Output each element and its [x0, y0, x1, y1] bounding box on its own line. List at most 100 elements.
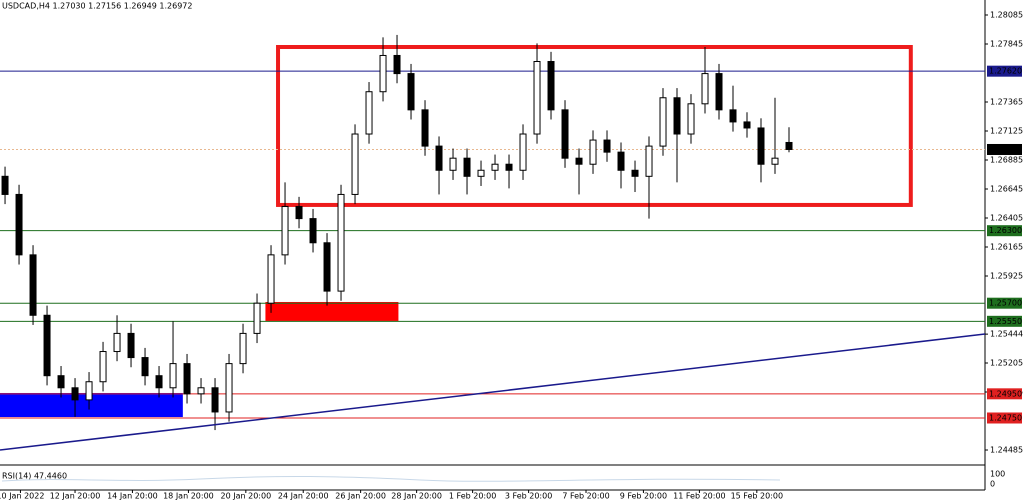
x-tick-label: 18 Jan 20:00: [163, 492, 214, 500]
y-tick-label: 1.25205: [990, 359, 1023, 368]
candle-body: [239, 332, 247, 365]
candle-body: [127, 332, 135, 359]
candle-body: [575, 157, 583, 165]
candle-body: [491, 163, 499, 171]
candle-body: [715, 73, 723, 111]
candle-body: [463, 157, 471, 177]
rsi-line: [1, 475, 781, 482]
y-tick-label: 1.27845: [990, 39, 1023, 48]
x-tick-label: 26 Jan 20:00: [335, 492, 386, 500]
candle-body: [71, 387, 79, 401]
candle-body: [743, 121, 751, 129]
level-label: 1.24750: [989, 413, 1022, 422]
candle-body: [533, 61, 541, 135]
y-tick-label: 1.24485: [990, 446, 1023, 455]
x-tick-label: 12 Jan 20:00: [50, 492, 101, 500]
level-label: 1.25550: [989, 317, 1022, 326]
candle-body: [365, 91, 373, 135]
x-tick-label: 7 Feb 20:00: [562, 492, 609, 500]
candle-body: [15, 193, 23, 256]
level-label: 1.27620: [989, 67, 1022, 76]
candle-body: [183, 363, 191, 395]
candle-body: [113, 332, 121, 353]
y-tick-label: 1.27365: [990, 97, 1023, 106]
level-label-box: [987, 388, 1022, 400]
candle-body: [197, 387, 205, 395]
x-tick-label: 15 Feb 20:00: [731, 492, 783, 500]
candle-body: [561, 109, 569, 159]
level-label-box: [987, 412, 1022, 424]
candle-body: [267, 254, 275, 304]
candle-body: [771, 157, 779, 165]
candle-body: [785, 141, 793, 150]
candle-body: [85, 381, 93, 401]
candle-body: [393, 54, 401, 75]
candle-body: [323, 242, 331, 292]
candle-body: [505, 163, 513, 171]
candle-body: [603, 139, 611, 153]
level-label: 1.26972: [989, 145, 1022, 154]
candle-body: [701, 73, 709, 105]
level-label: 1.25700: [989, 299, 1022, 308]
y-tick-label: 1.26405: [990, 213, 1023, 222]
level-label-box: [987, 65, 1022, 77]
candle-body: [379, 54, 387, 93]
candle-body: [295, 206, 303, 220]
candle-body: [337, 193, 345, 292]
level-label-box: [987, 297, 1022, 309]
candle-body: [757, 127, 765, 165]
x-tick-label: 20 Jan 20:00: [221, 492, 272, 500]
rsi-label: RSI(14) 47.4460: [2, 472, 67, 481]
y-tick-label: 1.28085: [990, 10, 1023, 19]
candle-body: [519, 133, 527, 171]
zone: [276, 45, 913, 207]
candle-body: [589, 139, 597, 165]
candle-body: [617, 151, 625, 171]
candle-body: [253, 302, 261, 334]
candle-body: [281, 206, 289, 256]
candle-body: [687, 103, 695, 135]
y-tick-label: 1.26645: [990, 184, 1023, 193]
chart-title: USDCAD,H4 1.27030 1.27156 1.26949 1.2697…: [2, 2, 192, 11]
candle-body: [477, 169, 485, 177]
candle-body: [29, 254, 37, 316]
candle-body: [421, 109, 429, 147]
candle-body: [1, 175, 9, 195]
x-tick-label: 1 Feb 20:00: [449, 492, 496, 500]
x-tick-label: 9 Feb 20:00: [620, 492, 667, 500]
candle-body: [99, 351, 107, 383]
y-tick-label: 1.26165: [990, 243, 1023, 252]
y-tick-label: 1.25925: [990, 272, 1023, 281]
candle-body: [631, 169, 639, 177]
candle-body: [449, 157, 457, 171]
x-tick-label: 11 Feb 20:00: [673, 492, 725, 500]
level-label-box: [987, 143, 1022, 155]
candle-body: [673, 97, 681, 135]
candle-body: [351, 133, 359, 195]
x-tick-label: 3 Feb 20:00: [505, 492, 552, 500]
candle-body: [729, 109, 737, 123]
y-tick-label: 1.25444: [990, 330, 1023, 339]
candle-body: [225, 363, 233, 413]
candle-body: [547, 61, 555, 111]
level-label-box: [987, 315, 1022, 327]
rsi-tick: 0: [990, 480, 995, 489]
candle-body: [169, 363, 177, 389]
candle-body: [645, 145, 653, 177]
candle-body: [155, 375, 163, 389]
candle-body: [141, 357, 149, 377]
y-tick-label: 1.26885: [990, 155, 1023, 164]
zone: [265, 301, 399, 321]
candle-body: [43, 314, 51, 377]
x-tick-label: 14 Jan 20:00: [107, 492, 158, 500]
trendline: [0, 333, 986, 451]
y-tick-label: 1.27125: [990, 126, 1023, 135]
rsi-tick: 100: [990, 470, 1005, 479]
level-label-box: [987, 225, 1022, 237]
level-label: 1.26300: [989, 226, 1022, 235]
level-label: 1.24950: [989, 389, 1022, 398]
candle-body: [407, 73, 415, 111]
candle-body: [57, 375, 65, 389]
